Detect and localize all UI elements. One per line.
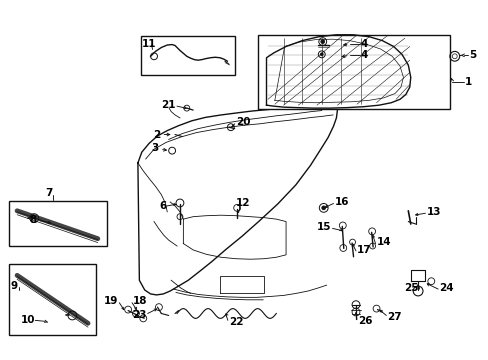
Text: 20: 20 — [235, 117, 250, 127]
Text: 24: 24 — [438, 283, 453, 293]
Circle shape — [320, 53, 323, 56]
Text: 4: 4 — [360, 39, 367, 49]
Text: 25: 25 — [403, 283, 418, 293]
Circle shape — [321, 206, 325, 210]
Text: 18: 18 — [133, 296, 147, 306]
Text: 3: 3 — [151, 143, 159, 153]
Text: 12: 12 — [235, 198, 250, 208]
Text: 26: 26 — [357, 316, 372, 326]
Text: 9: 9 — [11, 281, 18, 291]
Text: 16: 16 — [334, 197, 348, 207]
Bar — [9, 201, 106, 246]
Bar — [141, 36, 234, 75]
Text: 22: 22 — [228, 317, 243, 327]
Bar — [9, 264, 96, 335]
Text: 8: 8 — [29, 215, 37, 225]
Text: 13: 13 — [426, 207, 440, 217]
Text: 5: 5 — [468, 50, 476, 60]
Text: 15: 15 — [316, 222, 330, 233]
Text: 11: 11 — [142, 39, 156, 49]
Text: 7: 7 — [45, 188, 52, 198]
Circle shape — [320, 40, 324, 44]
Text: 1: 1 — [464, 77, 471, 87]
Text: 23: 23 — [132, 310, 146, 320]
Text: 14: 14 — [376, 237, 390, 247]
Text: 19: 19 — [104, 296, 118, 306]
Text: 6: 6 — [159, 201, 166, 211]
Text: 17: 17 — [356, 245, 371, 255]
Text: 2: 2 — [153, 130, 160, 140]
Text: 10: 10 — [20, 315, 35, 325]
Text: 21: 21 — [161, 100, 176, 110]
Bar — [258, 35, 449, 109]
Text: 4: 4 — [360, 50, 367, 60]
Text: 27: 27 — [386, 312, 401, 322]
